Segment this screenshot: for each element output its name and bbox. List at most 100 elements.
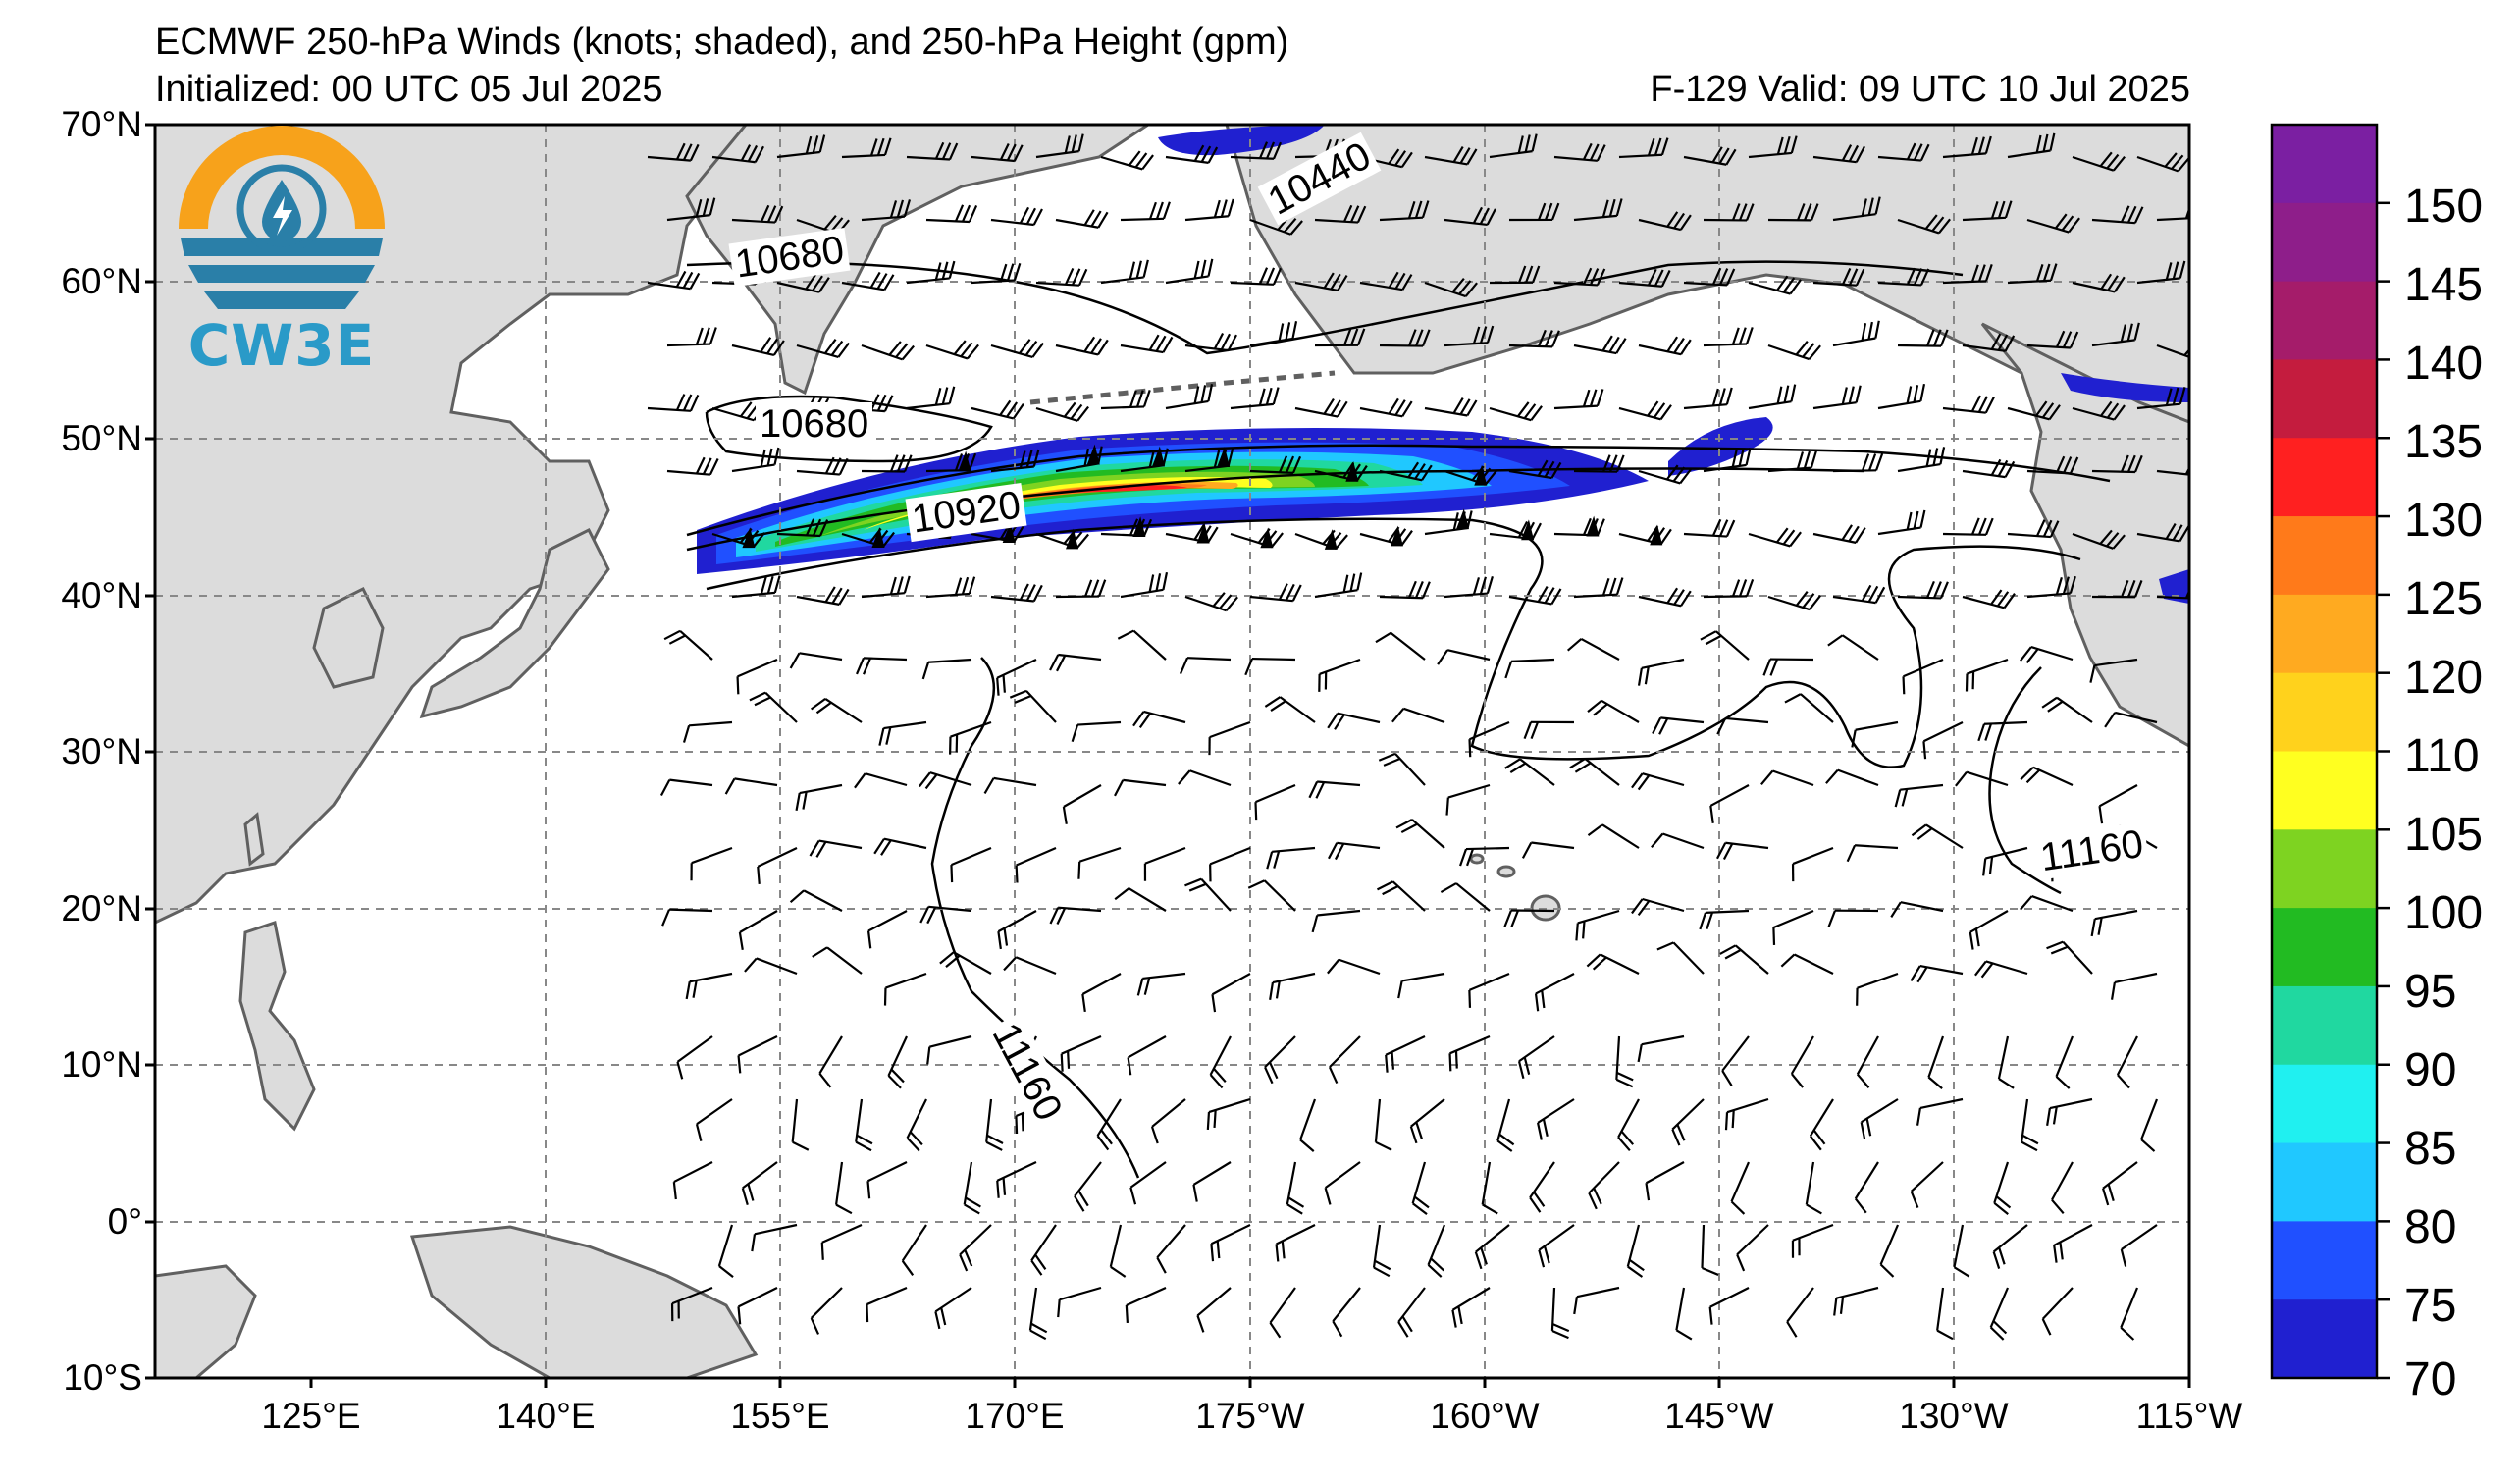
wind-barb <box>1272 846 1316 853</box>
wind-barb <box>1317 780 1361 787</box>
colorbar-label-135: 135 <box>2404 416 2484 468</box>
wind-barb <box>1016 846 1057 867</box>
wind-barb <box>1641 658 1685 669</box>
wind-barb <box>2051 1161 2074 1201</box>
wind-barb <box>1249 595 1293 603</box>
wind-barb <box>1962 595 2005 609</box>
wind-barb <box>1573 469 1618 473</box>
wind-barb <box>2140 1098 2159 1140</box>
wind-barb <box>1402 707 1445 724</box>
wind-barb <box>1772 769 1814 787</box>
wind-barb <box>1465 846 1510 851</box>
lat-label-40n: 40°N <box>61 575 142 615</box>
wind-barb <box>1989 1287 2010 1328</box>
wind-barb <box>1096 1098 1122 1137</box>
wind-barb <box>717 1224 734 1267</box>
wind-shading-patch-north <box>1158 125 1325 156</box>
wind-barb <box>985 1098 993 1142</box>
wind-barb <box>1337 712 1381 724</box>
wind-barb <box>1074 1161 1102 1197</box>
wind-barb <box>1372 1224 1382 1268</box>
wind-barb <box>963 1161 973 1205</box>
wind-barb <box>959 1224 992 1256</box>
wind-barb <box>1385 1035 1426 1056</box>
wind-barb <box>1953 1224 1965 1268</box>
wind-barb <box>2021 1098 2029 1142</box>
wind-barb <box>1683 532 1727 538</box>
wind-barb <box>1028 1287 1038 1331</box>
japan-islands <box>419 527 610 719</box>
wind-barb <box>1510 658 1555 662</box>
colorbar-block <box>2272 281 2377 360</box>
wind-barb <box>993 776 1037 787</box>
wind-barb <box>1618 153 1662 159</box>
taiwan-island <box>243 812 265 867</box>
wind-barb <box>696 1098 733 1126</box>
wind-barb <box>1832 595 1876 605</box>
wind-barb <box>669 778 713 787</box>
wind-barb <box>925 218 971 224</box>
korea-peninsula <box>312 586 385 689</box>
wind-barb <box>1469 720 1510 741</box>
wind-barb <box>1272 972 1316 984</box>
initialized-time: Initialized: 00 UTC 05 Jul 2025 <box>155 69 663 110</box>
philippines-islands <box>238 921 316 1132</box>
wind-shading-patch-gulf <box>1668 417 1773 476</box>
lon-label-155e: 155°E <box>730 1396 830 1436</box>
wind-barb <box>971 155 1015 163</box>
wind-barb <box>1058 906 1102 913</box>
wind-barb <box>1703 595 1748 599</box>
wind-barb <box>1317 909 1361 917</box>
wind-barb <box>1856 1035 1879 1076</box>
wind-barb <box>826 946 863 975</box>
wind-barb <box>2114 711 2158 724</box>
wind-barb <box>1641 1034 1685 1046</box>
aleutian-islands <box>1029 370 1336 405</box>
wind-barb <box>1411 1161 1427 1204</box>
wind-barb <box>1249 337 1293 347</box>
wind-barb <box>1120 588 1164 599</box>
wind-barb <box>990 218 1034 227</box>
wind-barb <box>1508 469 1552 480</box>
wind-barb <box>1897 218 1940 235</box>
wind-barb <box>2072 155 2115 172</box>
wind-barb <box>1997 1035 2010 1080</box>
wind-barb <box>1767 466 1811 473</box>
wind-barb <box>1519 758 1555 786</box>
wind-barb <box>1617 1098 1640 1139</box>
wind-barb <box>1379 216 1423 222</box>
wind-barb <box>901 1224 927 1262</box>
wind-barb <box>1339 958 1381 976</box>
wind-barb <box>1705 909 1750 914</box>
wind-barb <box>1128 887 1167 912</box>
wind-barb <box>1748 151 1792 159</box>
wind-barb <box>1645 1161 1685 1185</box>
wind-barb <box>1359 406 1403 418</box>
wind-barb <box>731 463 775 473</box>
wind-barb <box>1455 882 1491 912</box>
wind-barb <box>1025 690 1057 723</box>
wind-barb <box>734 777 778 787</box>
wind-barb <box>1379 344 1424 347</box>
wind-barb <box>1015 956 1057 976</box>
wind-barb <box>1734 944 1769 975</box>
wind-barb <box>929 1034 972 1048</box>
valid-time: F-129 Valid: 09 UTC 10 Jul 2025 <box>1650 69 2190 110</box>
wind-barb <box>1701 1224 1706 1269</box>
wind-barb <box>1249 218 1291 236</box>
wind-barb <box>1165 399 1209 410</box>
wind-barb <box>776 150 820 159</box>
wind-barb <box>1394 753 1426 786</box>
wind-barb <box>1230 402 1274 410</box>
wind-barb <box>824 697 863 723</box>
wind-barb <box>2120 1287 2139 1329</box>
wind-barb <box>1919 1097 1964 1109</box>
colorbar-label-140: 140 <box>2404 338 2484 390</box>
wind-barb <box>1424 281 1467 298</box>
wind-barb <box>1675 1287 1686 1331</box>
new-guinea-island <box>409 1225 759 1378</box>
colorbar-block <box>2272 516 2377 596</box>
wind-barb <box>1662 832 1705 850</box>
wind-barb <box>1553 155 1598 162</box>
wind-barb <box>1983 720 2028 725</box>
